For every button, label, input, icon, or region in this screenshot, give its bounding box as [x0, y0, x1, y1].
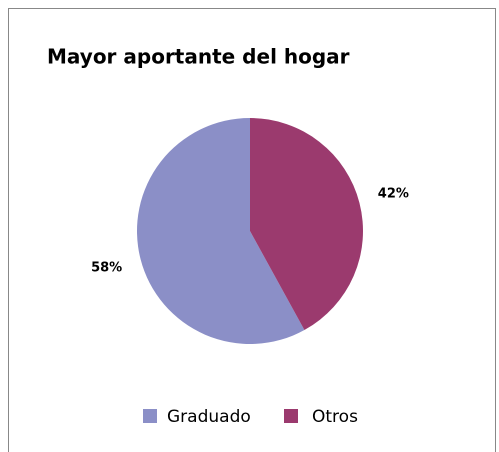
data-label: 42% — [378, 187, 409, 202]
chart-title: Mayor aportante del hogar — [47, 45, 350, 69]
legend-swatch — [284, 409, 298, 423]
legend-label: Otros — [312, 407, 358, 427]
pie-slice — [250, 118, 363, 331]
legend-swatch — [143, 409, 157, 423]
legend-label: Graduado — [167, 407, 251, 427]
pie-slice — [136, 118, 305, 344]
data-label: 58% — [91, 260, 122, 275]
